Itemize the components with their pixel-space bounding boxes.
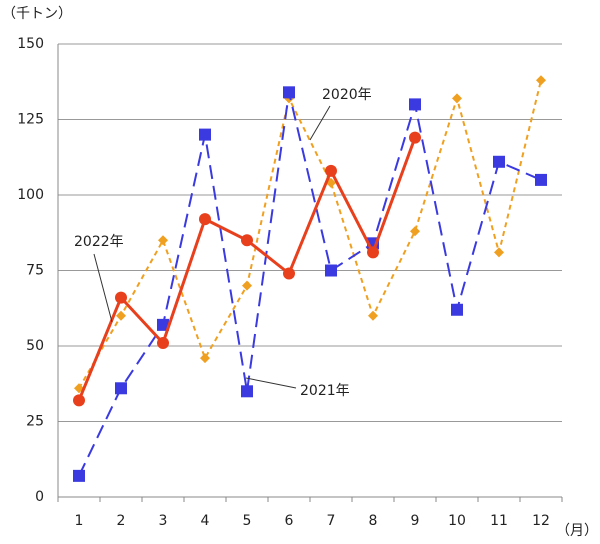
x-axis-label: （月） [556, 523, 598, 539]
data-point [325, 264, 337, 277]
x-tick-label: 10 [448, 513, 466, 529]
data-point [199, 213, 211, 226]
y-tick-label: 50 [26, 338, 44, 354]
x-tick-label: 11 [490, 513, 508, 529]
data-point [368, 310, 378, 321]
data-point [115, 382, 127, 395]
x-tick-label: 3 [159, 513, 168, 529]
y-axis-label: （千トン） [2, 6, 72, 22]
series-label: 2020年 [322, 87, 372, 103]
leader-line [245, 377, 297, 389]
data-point [157, 318, 169, 331]
x-tick-label: 4 [201, 513, 210, 529]
data-point [494, 247, 504, 258]
leader-line [93, 253, 113, 323]
x-tick-label: 7 [327, 513, 336, 529]
x-tick-label: 8 [369, 513, 378, 529]
data-point [200, 353, 210, 364]
data-point [241, 385, 253, 398]
y-tick-label: 125 [17, 112, 44, 128]
data-point [73, 394, 85, 407]
series-label: 2021年 [300, 383, 350, 399]
data-point [535, 173, 547, 186]
data-point [241, 234, 253, 247]
x-tick-label: 2 [117, 513, 126, 529]
x-tick-label: 5 [243, 513, 252, 529]
series-line [77, 137, 417, 401]
data-point [452, 93, 462, 104]
data-point [115, 291, 127, 304]
x-tick-label: 1 [75, 513, 84, 529]
data-point [199, 128, 211, 141]
data-point [410, 226, 420, 237]
data-point [157, 336, 169, 349]
x-tick-label: 9 [411, 513, 420, 529]
x-tick-label: 6 [285, 513, 294, 529]
data-point [283, 267, 295, 280]
data-point [73, 469, 85, 482]
y-tick-label: 100 [17, 187, 44, 203]
data-point [451, 303, 463, 316]
data-point [325, 164, 337, 177]
data-point [409, 98, 421, 111]
data-point [536, 75, 546, 86]
y-tick-label: 25 [26, 414, 44, 430]
data-point [493, 155, 505, 168]
data-point [409, 131, 421, 144]
data-point [283, 86, 295, 99]
data-point [242, 280, 252, 291]
series-line [78, 80, 542, 389]
y-tick-label: 75 [26, 263, 44, 279]
data-point [116, 310, 126, 321]
x-tick-label: 12 [532, 513, 550, 529]
data-point [158, 235, 168, 246]
y-tick-label: 150 [17, 36, 44, 52]
series-label: 2022年 [74, 234, 124, 250]
y-tick-label: 0 [35, 489, 44, 505]
leader-line [309, 105, 331, 141]
data-point [367, 246, 379, 259]
